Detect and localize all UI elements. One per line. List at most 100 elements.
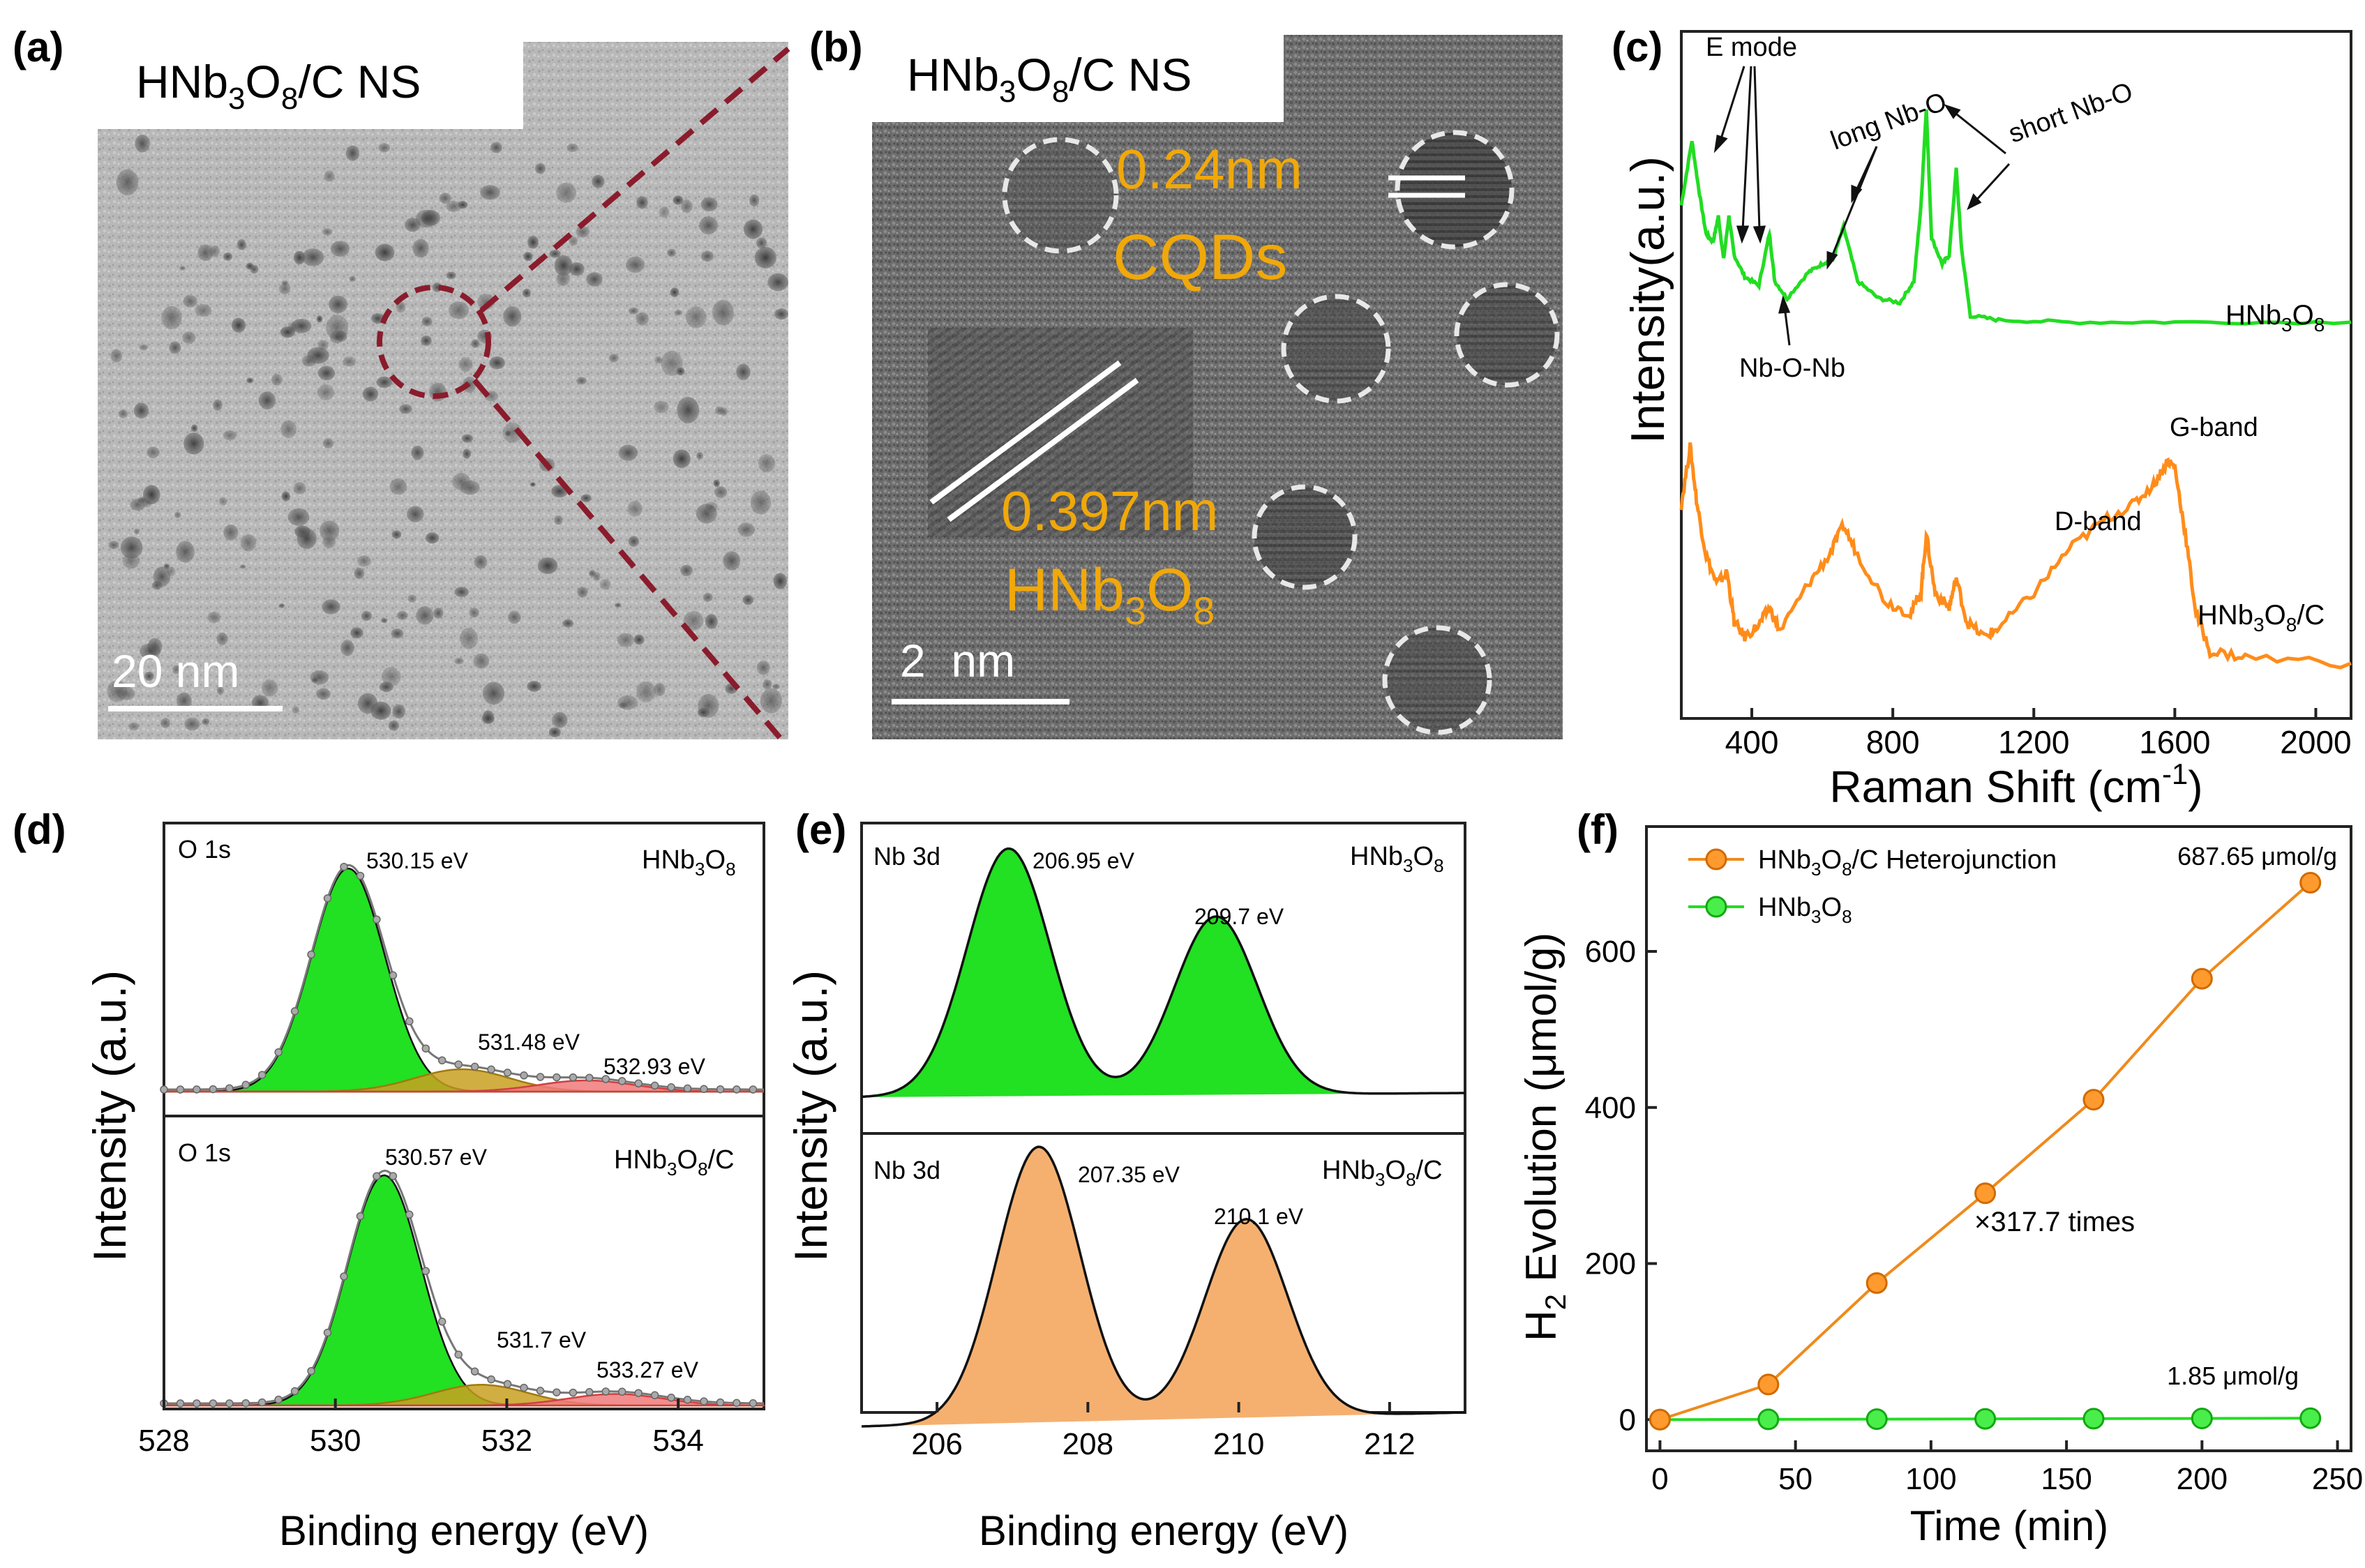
nanoparticle [176, 692, 192, 709]
xps-data-point [454, 1350, 463, 1359]
nanoparticle [378, 143, 390, 153]
nanoparticle [756, 661, 770, 675]
nanoparticle [636, 312, 649, 326]
annotation-bottom-value: 1.85 μmol/g [2167, 1362, 2299, 1390]
x-tick-label: 1600 [2139, 724, 2210, 760]
data-point-heterojunction [2082, 1089, 2105, 1111]
data-point-heterojunction [1649, 1408, 1671, 1431]
xps-data-point [307, 1366, 315, 1375]
nanoparticle [163, 564, 170, 569]
nanoparticle [556, 182, 576, 203]
caption-box-a [98, 42, 523, 129]
xps-data-point [716, 1085, 725, 1094]
nanoparticle [421, 317, 433, 326]
nanoparticle [508, 610, 521, 624]
nanoparticle [236, 239, 246, 250]
x-axis-label-e: Binding energy (eV) [979, 1507, 1349, 1554]
nanoparticle [343, 356, 356, 367]
nanoparticle [530, 482, 536, 487]
nanoparticle [110, 349, 123, 363]
nanoparticle [316, 688, 331, 700]
cqd-circle [1382, 625, 1492, 735]
scalebar-b [892, 699, 1069, 704]
xps-envelope [861, 1145, 1466, 1428]
nanoparticle [523, 288, 531, 298]
nanoparticle [296, 528, 317, 549]
nanoparticle [700, 197, 718, 212]
nanoparticle [122, 553, 140, 569]
nanoparticle [416, 606, 434, 625]
xps-data-point [503, 1380, 512, 1388]
xps-data-point [290, 1387, 299, 1396]
nanoparticle [699, 216, 718, 235]
plot-frame-c [1680, 30, 2352, 720]
nanoparticle [685, 306, 707, 329]
nanoparticle [705, 614, 718, 629]
x-tick-label: 2000 [2280, 724, 2351, 760]
nanoparticle [743, 219, 763, 239]
nanoparticle [654, 356, 663, 364]
nanoparticle [407, 594, 416, 603]
xps-nb3d-hnb3o8-c [861, 1145, 1466, 1428]
xps-data-point [290, 1007, 299, 1016]
raman-series-hnb3o8-c [1679, 442, 2352, 670]
panel-e: (e) 206 208 210 212 Intensity (a.u.) Bindin… [785, 806, 1466, 1554]
nanoparticle [569, 236, 578, 246]
nanoparticle [742, 594, 754, 605]
ann-e-mode: E mode [1706, 33, 1797, 62]
nanoparticle [548, 727, 561, 737]
nanoparticle [301, 248, 324, 266]
xps-data-point [585, 1073, 594, 1082]
nanoparticle [357, 693, 378, 714]
nanoparticle [183, 295, 198, 308]
xps-data-point [389, 971, 398, 980]
xps-data-point [257, 1071, 266, 1079]
nanoparticle [381, 617, 388, 624]
nanoparticle [160, 718, 170, 728]
nanoparticle [772, 684, 780, 690]
nanoparticle [670, 287, 680, 297]
cqd-circle [1002, 137, 1119, 254]
cqd-circles [1002, 130, 1560, 735]
nanoparticle [552, 711, 568, 728]
nanoparticle [617, 695, 638, 710]
xps-data-point [617, 1077, 626, 1085]
nanoparticle [179, 266, 186, 271]
nanoparticle [554, 255, 573, 276]
nanoparticle [219, 497, 227, 506]
xps-data-point [470, 1062, 479, 1071]
scalebar-a-label: 20 nm [112, 645, 239, 697]
xps-data-point [520, 1071, 528, 1080]
xps-data-point [601, 1387, 610, 1396]
nanoparticle [535, 163, 546, 174]
nanoparticle [459, 628, 479, 649]
nanoparticle [396, 611, 408, 620]
nanoparticle [197, 244, 213, 262]
nanoparticle [340, 640, 354, 656]
nanoparticle [176, 541, 195, 563]
xps-data-point [274, 1048, 283, 1057]
xps-data-point [437, 1056, 446, 1064]
xps-data-point [241, 1399, 250, 1408]
nanoparticle [439, 193, 451, 204]
nanoparticle [183, 432, 204, 455]
xps-data-point [650, 1391, 659, 1400]
nanoparticle [317, 384, 335, 400]
nanoparticle [673, 195, 684, 205]
nanoparticle [569, 262, 585, 276]
nanoparticle [763, 679, 772, 690]
peak-label: 206.95 eV [1033, 848, 1135, 873]
xps-nb3d-hnb3o8 [861, 847, 1465, 1099]
nanoparticle [389, 478, 407, 495]
nanoparticle [216, 686, 224, 695]
nanoparticle [705, 502, 718, 513]
annotation-arrows [1713, 66, 2011, 346]
legend-label-hnb3o8: HNb3O8 [1758, 893, 1852, 927]
xps-data-point [274, 1395, 283, 1404]
x-axis-d: 528 530 532 534 [138, 1399, 704, 1458]
nanoparticle [144, 671, 154, 681]
xps-data-point [667, 1394, 675, 1402]
nanoparticle [130, 498, 146, 511]
xps-data-point [650, 1081, 659, 1090]
